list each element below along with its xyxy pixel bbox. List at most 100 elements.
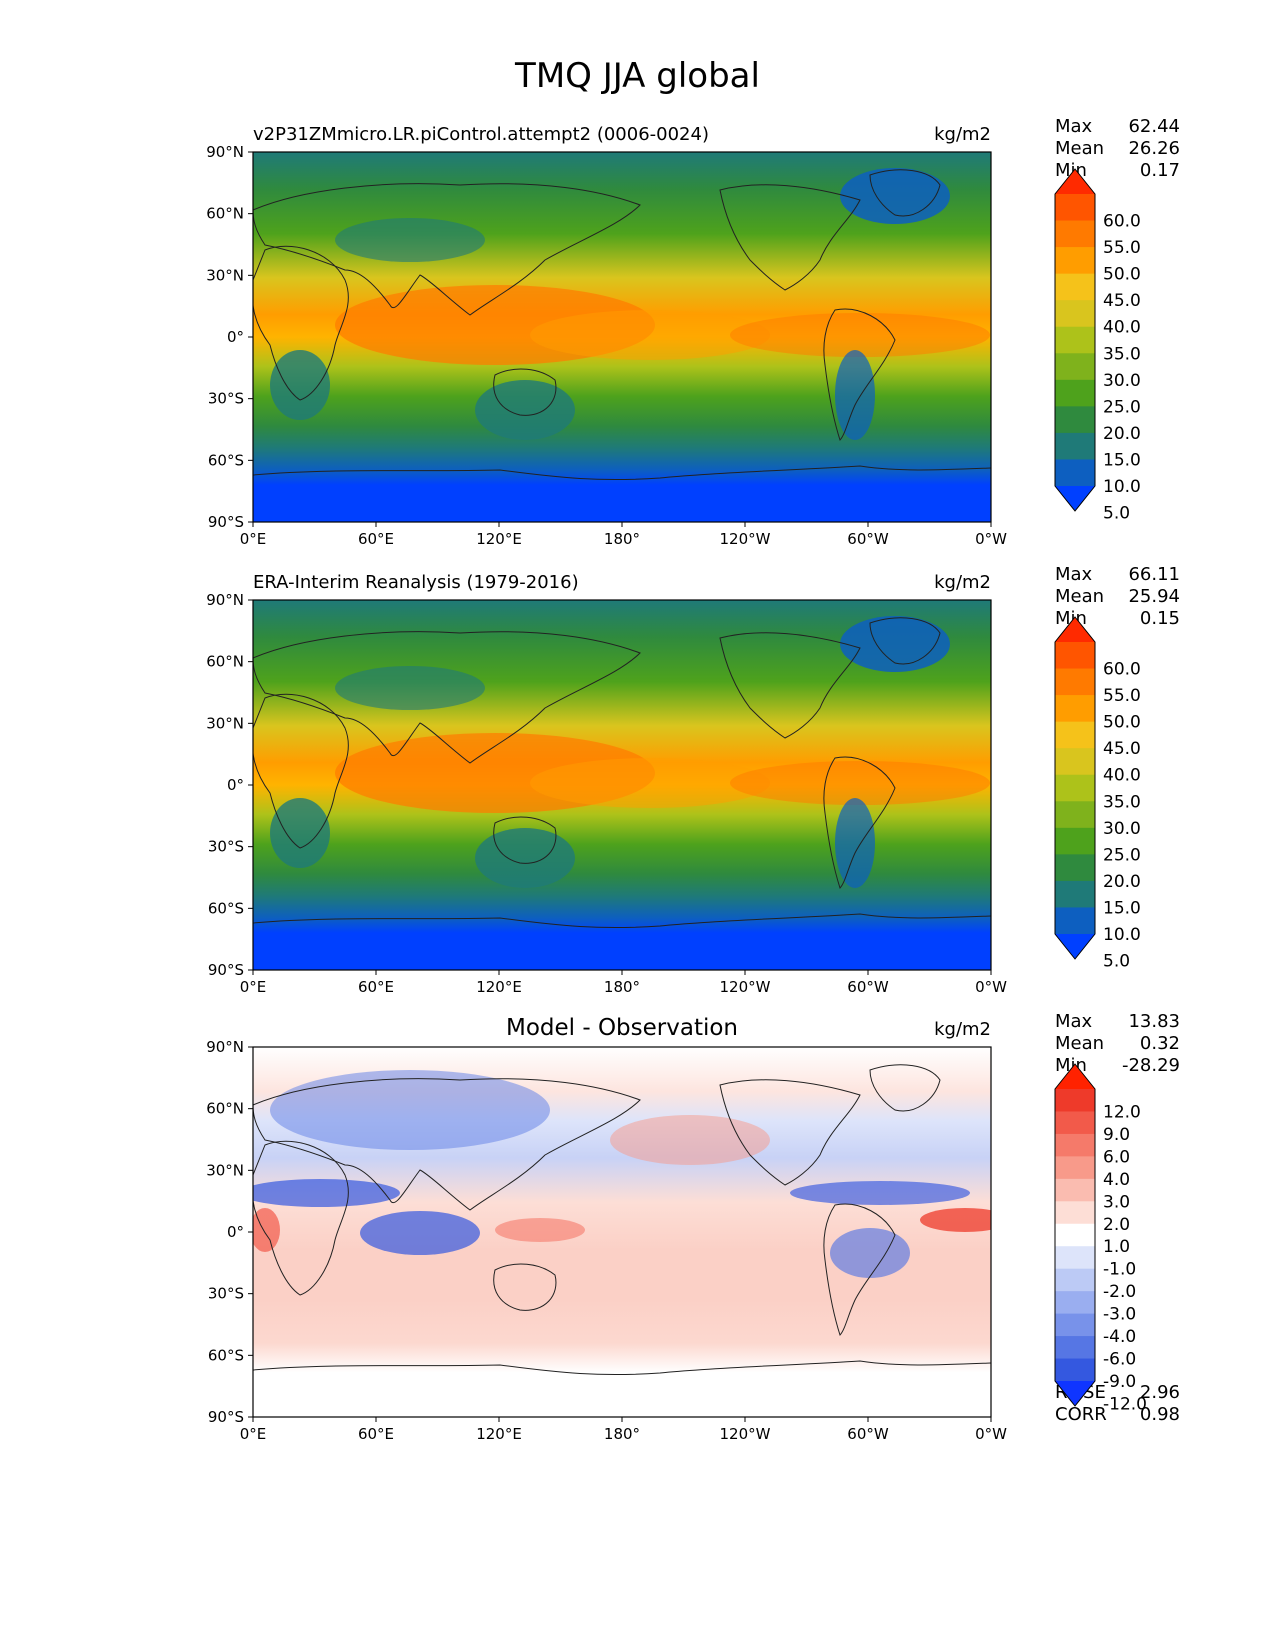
colorbar-band-0-6 xyxy=(1055,353,1095,381)
ytick-label-0-6: 90°S xyxy=(208,513,244,531)
colorbar-extend-top-0 xyxy=(1055,169,1095,194)
ytick-label-2-2: 30°N xyxy=(206,1161,244,1179)
ytick-label-2-1: 60°N xyxy=(206,1100,244,1118)
colorbar-2 xyxy=(1054,1063,1096,1407)
colorbar-label-0-2: 50.0 xyxy=(1103,265,1141,285)
xtick-label-0-1: 60°E xyxy=(358,530,394,548)
colorbar-label-2-1: 9.0 xyxy=(1103,1125,1130,1145)
units-label-0: kg/m2 xyxy=(934,124,991,145)
coastline-1-6 xyxy=(253,913,991,929)
coastlines-2 xyxy=(253,1064,991,1376)
colorbar-0 xyxy=(1054,168,1096,512)
colorbar-band-0-10 xyxy=(1055,459,1095,487)
stat-value-2-2: -28.29 xyxy=(1122,1055,1180,1076)
coastline-2-3 xyxy=(719,1079,861,1186)
colorbar-band-0-9 xyxy=(1055,432,1095,460)
colorbar-band-1-7 xyxy=(1055,827,1095,855)
ytick-label-2-0: 90°N xyxy=(206,1038,244,1056)
coastlines-1 xyxy=(253,617,991,929)
xtick-label-0-3: 180° xyxy=(604,530,640,548)
extra-stat-value-0: 2.96 xyxy=(1140,1382,1180,1403)
panel-title-2: Model - Observation xyxy=(506,1015,738,1041)
field-features-0 xyxy=(270,168,990,440)
colorbar-band-0-5 xyxy=(1055,326,1095,354)
coastlines-0 xyxy=(253,169,991,481)
ytick-label-2-3: 0° xyxy=(227,1223,244,1241)
ytick-label-1-2: 30°N xyxy=(206,714,244,732)
xtick-label-1-0: 0°E xyxy=(240,978,267,996)
colorbar-band-2-9 xyxy=(1055,1291,1095,1315)
colorbar-band-1-9 xyxy=(1055,880,1095,908)
stat-value-1-1: 25.94 xyxy=(1128,586,1180,607)
colorbar-label-1-3: 45.0 xyxy=(1103,739,1141,759)
colorbar-label-0-11: 5.0 xyxy=(1103,504,1130,524)
extra-stat-value-1: 0.98 xyxy=(1140,1404,1180,1425)
map-figure-1: 0°E 60°E 120°E 180° 120°W 60°W 0°W 90°N 60°N 30°N… xyxy=(206,564,1180,996)
colorbar-label-2-8: -2.0 xyxy=(1103,1282,1136,1302)
colorbar-band-0-0 xyxy=(1055,194,1095,222)
colorbar-label-0-7: 25.0 xyxy=(1103,397,1141,417)
colorbar-label-2-4: 3.0 xyxy=(1103,1192,1130,1212)
colorbar-1 xyxy=(1054,616,1096,960)
colorbar-label-1-7: 25.0 xyxy=(1103,845,1141,865)
xtick-label-2-4: 120°W xyxy=(720,1425,771,1443)
ytick-label-0-3: 0° xyxy=(227,328,244,346)
stat-value-1-0: 66.11 xyxy=(1128,564,1180,585)
colorbar-label-2-10: -4.0 xyxy=(1103,1327,1136,1347)
colorbar-label-1-5: 35.0 xyxy=(1103,792,1141,812)
ytick-label-1-3: 0° xyxy=(227,776,244,794)
colorbar-label-1-2: 50.0 xyxy=(1103,713,1141,733)
stat-value-1-2: 0.15 xyxy=(1140,608,1180,629)
colorbar-band-0-4 xyxy=(1055,300,1095,328)
xtick-label-0-0: 0°E xyxy=(240,530,267,548)
ytick-label-2-4: 30°S xyxy=(208,1285,244,1303)
colorbar-label-1-1: 55.0 xyxy=(1103,686,1141,706)
coastline-0-2 xyxy=(493,368,557,416)
xtick-label-0-6: 0°W xyxy=(975,530,1007,548)
stat-value-0-1: 26.26 xyxy=(1128,138,1180,159)
ytick-label-0-4: 30°S xyxy=(208,390,244,408)
xtick-label-1-5: 60°W xyxy=(847,978,889,996)
ytick-label-2-5: 60°S xyxy=(208,1346,244,1364)
colorbar-band-2-1 xyxy=(1055,1111,1095,1135)
colorbar-outline-2 xyxy=(1054,1063,1096,1407)
colorbar-band-2-10 xyxy=(1055,1313,1095,1337)
coastline-0-0 xyxy=(253,245,349,401)
colorbar-label-2-7: -1.0 xyxy=(1103,1260,1136,1280)
colorbar-band-2-2 xyxy=(1055,1133,1095,1157)
coastline-1-0 xyxy=(253,693,349,849)
stat-label-1-0: Max xyxy=(1055,564,1093,585)
colorbar-outline-1 xyxy=(1054,616,1096,960)
colorbar-label-1-10: 10.0 xyxy=(1103,925,1141,945)
xtick-label-0-2: 120°E xyxy=(476,530,522,548)
colorbar-outline-0 xyxy=(1054,168,1096,512)
xtick-label-1-1: 60°E xyxy=(358,978,394,996)
field-features-1 xyxy=(270,616,990,888)
panel-difference: 0°E 60°E 120°E 180° 120°W 60°W 0°W 90°N 60°N 30°N… xyxy=(0,1005,1275,1475)
figure-title: TMQ JJA global xyxy=(515,56,760,96)
colorbar-label-0-10: 10.0 xyxy=(1103,477,1141,497)
ytick-label-1-5: 60°S xyxy=(208,899,244,917)
map-figure-2: 0°E 60°E 120°E 180° 120°W 60°W 0°W 90°N 60°N 30°N… xyxy=(206,1011,1180,1443)
colorbar-band-0-2 xyxy=(1055,247,1095,275)
colorbar-band-2-6 xyxy=(1055,1223,1095,1247)
stat-label-0-1: Mean xyxy=(1055,138,1104,159)
colorbar-label-1-11: 5.0 xyxy=(1103,952,1130,972)
colorbar-label-2-12: -9.0 xyxy=(1103,1372,1136,1392)
coastline-1-2 xyxy=(493,816,557,864)
coastline-2-0 xyxy=(253,1140,349,1296)
panel-title-1: ERA-Interim Reanalysis (1979-2016) xyxy=(253,572,579,593)
colorbar-label-0-4: 40.0 xyxy=(1103,318,1141,338)
units-label-2: kg/m2 xyxy=(934,1019,991,1040)
colorbar-label-0-1: 55.0 xyxy=(1103,238,1141,258)
colorbar-label-0-6: 30.0 xyxy=(1103,371,1141,391)
colorbar-label-1-6: 30.0 xyxy=(1103,819,1141,839)
coastline-0-6 xyxy=(253,465,991,481)
colorbar-band-1-10 xyxy=(1055,907,1095,935)
coastline-2-5 xyxy=(823,1203,896,1336)
xtick-label-2-2: 120°E xyxy=(476,1425,522,1443)
colorbar-band-1-2 xyxy=(1055,695,1095,723)
colorbar-band-1-0 xyxy=(1055,642,1095,670)
colorbar-band-2-8 xyxy=(1055,1268,1095,1292)
stat-value-0-2: 0.17 xyxy=(1140,160,1180,181)
